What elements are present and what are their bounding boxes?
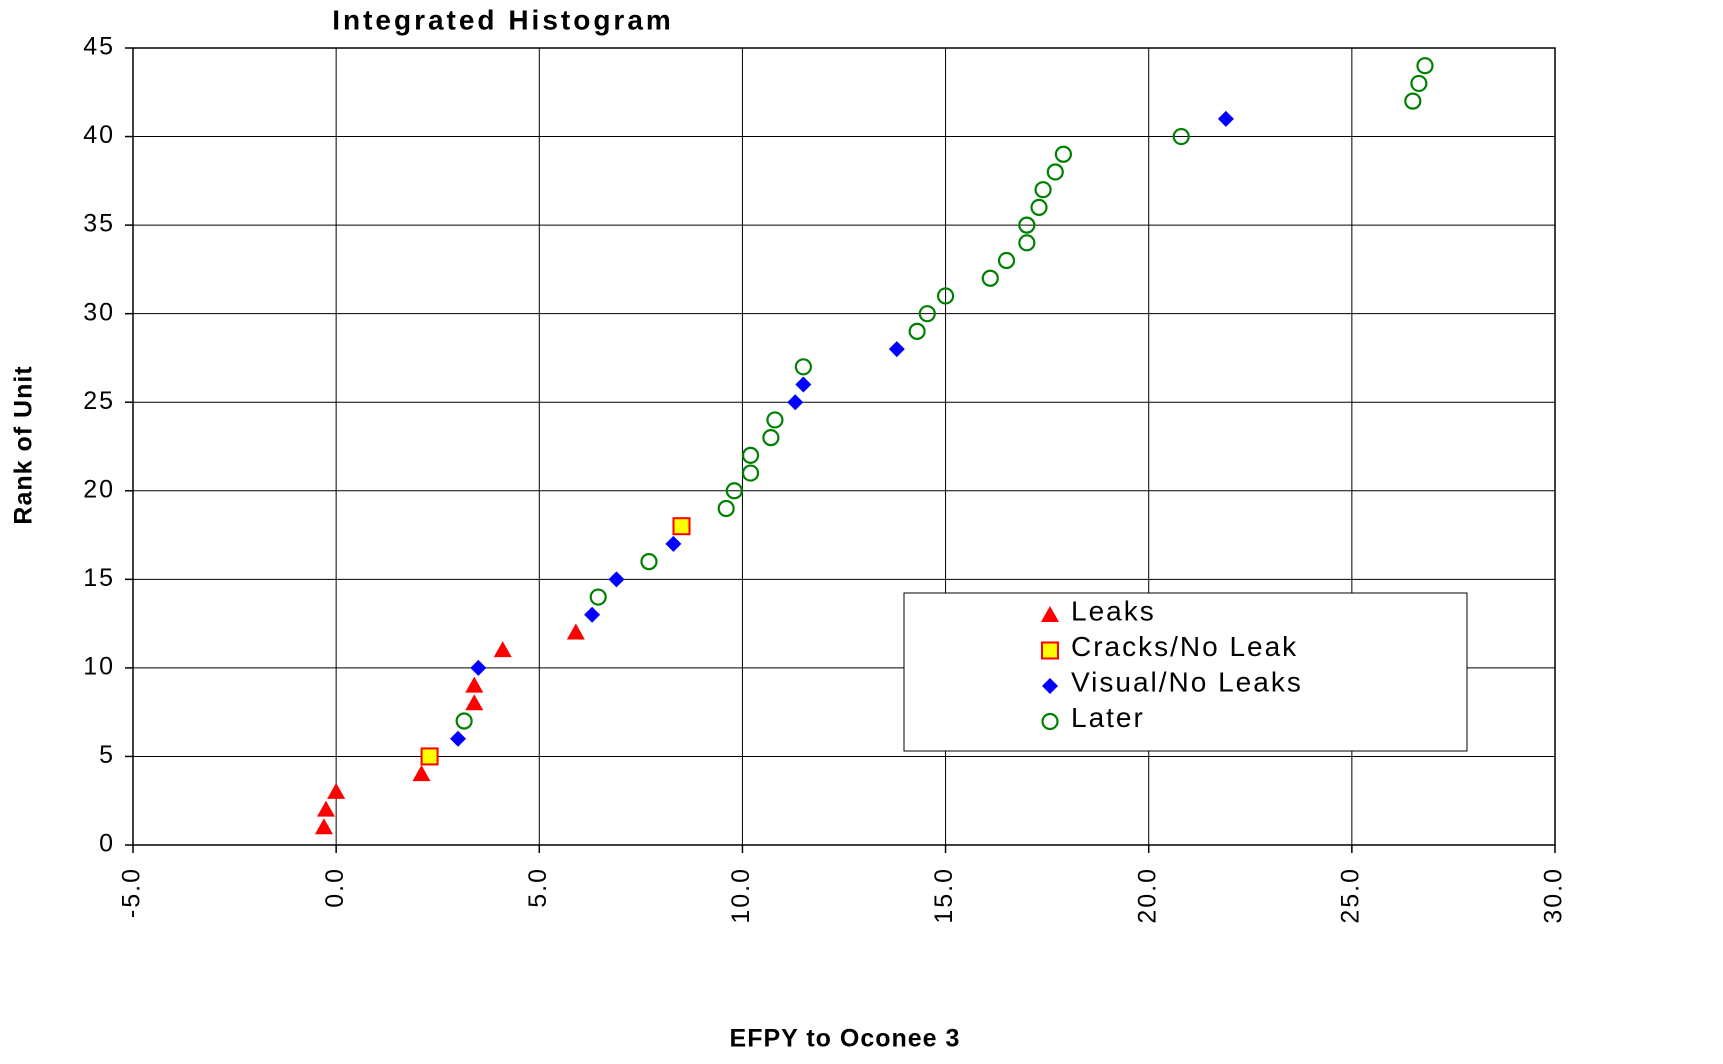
- point: [420, 747, 439, 766]
- legend-box: [903, 592, 1468, 752]
- point: [450, 730, 467, 747]
- point: [762, 429, 780, 447]
- point: [1217, 110, 1234, 127]
- y-tick-label: 35: [83, 210, 115, 238]
- point: [794, 358, 812, 376]
- point: [795, 376, 812, 393]
- legend-marker: [1041, 641, 1059, 660]
- point: [997, 251, 1016, 270]
- point: [1410, 74, 1428, 93]
- legend-marker: [1041, 606, 1059, 622]
- point: [741, 464, 760, 482]
- x-tick-label: 15.0: [930, 867, 958, 924]
- point: [1046, 163, 1064, 181]
- x-tick-label: 10.0: [727, 867, 755, 924]
- y-tick-label: 20: [83, 475, 115, 503]
- point: [672, 517, 691, 536]
- point: [1404, 92, 1422, 110]
- y-axis-label: Rank of Unit: [10, 365, 38, 524]
- point: [1018, 234, 1036, 252]
- y-tick-label: 45: [83, 33, 115, 61]
- y-tick-label: 30: [83, 298, 115, 326]
- point: [327, 782, 346, 799]
- point: [566, 623, 585, 640]
- y-tick-label: 25: [83, 387, 115, 415]
- x-tick-label: 30.0: [1540, 867, 1568, 924]
- point: [665, 535, 682, 552]
- point: [908, 322, 926, 340]
- legend-marker: [1042, 678, 1058, 694]
- x-tick-label: 20.0: [1133, 867, 1161, 924]
- point: [1034, 181, 1052, 199]
- chart-title: Integrated Histogram: [332, 4, 674, 35]
- x-tick-label: -5.0: [118, 867, 146, 918]
- point: [455, 712, 473, 730]
- point: [1054, 145, 1072, 163]
- point: [465, 694, 484, 711]
- legend-label: Cracks/No Leak: [1071, 631, 1298, 662]
- point: [1416, 57, 1434, 75]
- y-tick-label: 10: [83, 652, 115, 680]
- point: [787, 394, 804, 411]
- x-tick-label: 5.0: [524, 867, 552, 908]
- point: [1030, 198, 1048, 216]
- x-axis-label: EFPY to Oconee 3: [730, 1025, 961, 1053]
- legend-label: Visual/No Leaks: [1071, 666, 1303, 697]
- y-tick-label: 15: [83, 564, 115, 592]
- point: [918, 305, 936, 323]
- point: [316, 800, 335, 817]
- point: [888, 341, 905, 358]
- x-tick-label: 25.0: [1336, 867, 1364, 924]
- point: [936, 287, 955, 305]
- legend-marker: [1041, 712, 1059, 731]
- point: [981, 269, 999, 287]
- point: [1172, 127, 1190, 146]
- point: [1018, 216, 1036, 234]
- point: [470, 659, 487, 676]
- point: [589, 588, 607, 606]
- point: [640, 553, 658, 571]
- y-tick-label: 40: [83, 121, 115, 149]
- legend-label: Later: [1071, 702, 1145, 733]
- point: [717, 499, 735, 518]
- legend-label: Leaks: [1071, 595, 1156, 626]
- point: [493, 641, 512, 658]
- x-tick-label: 0.0: [321, 867, 349, 908]
- point: [766, 411, 784, 429]
- point: [725, 482, 743, 500]
- point: [608, 571, 625, 588]
- y-tick-label: 0: [99, 830, 115, 858]
- point: [584, 606, 601, 623]
- point: [314, 818, 333, 835]
- point: [465, 676, 484, 693]
- point: [412, 765, 431, 782]
- point: [741, 446, 760, 464]
- y-tick-label: 5: [99, 741, 115, 769]
